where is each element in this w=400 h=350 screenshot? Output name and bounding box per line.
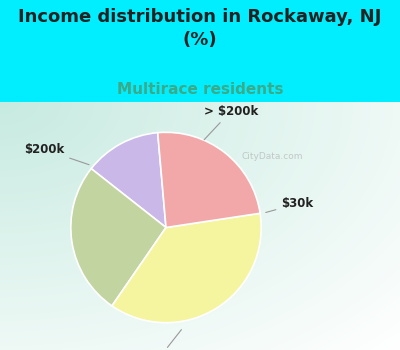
Wedge shape	[158, 132, 260, 228]
Wedge shape	[112, 213, 261, 323]
Text: $125k: $125k	[138, 330, 182, 350]
Text: $200k: $200k	[24, 143, 89, 165]
Text: $30k: $30k	[266, 197, 314, 212]
Text: CityData.com: CityData.com	[241, 152, 303, 161]
Text: Income distribution in Rockaway, NJ
(%): Income distribution in Rockaway, NJ (%)	[18, 8, 382, 49]
Text: > $200k: > $200k	[204, 105, 258, 140]
Text: Multirace residents: Multirace residents	[117, 82, 283, 97]
Wedge shape	[91, 133, 166, 228]
Wedge shape	[71, 169, 166, 306]
